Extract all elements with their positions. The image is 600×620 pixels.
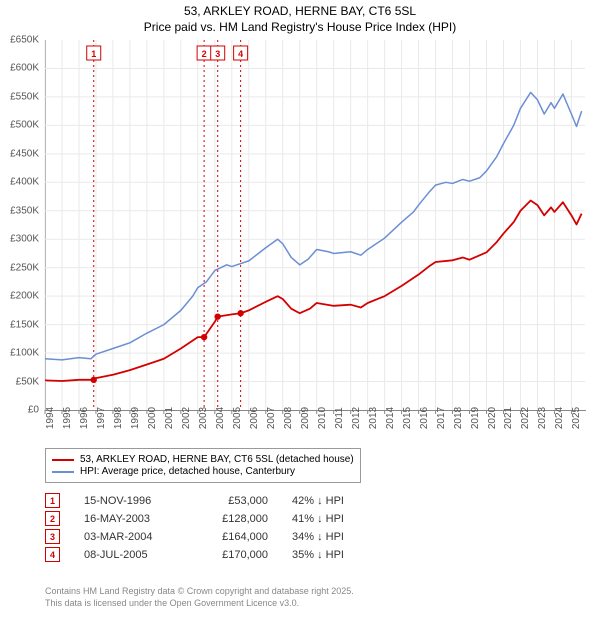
- legend-item: 53, ARKLEY ROAD, HERNE BAY, CT6 5SL (det…: [52, 454, 354, 465]
- event-row: 4 08-JUL-2005 £170,000 35% ↓ HPI: [45, 547, 372, 562]
- x-tick-label: 2016: [419, 407, 430, 429]
- legend-label: 53, ARKLEY ROAD, HERNE BAY, CT6 5SL (det…: [80, 454, 354, 465]
- y-tick-label: £100K: [0, 348, 39, 359]
- x-tick-label: 2005: [232, 407, 243, 429]
- x-tick-label: 2024: [554, 407, 565, 429]
- x-tick-label: 2012: [351, 407, 362, 429]
- footer-line2: This data is licensed under the Open Gov…: [45, 598, 354, 610]
- event-row: 3 03-MAR-2004 £164,000 34% ↓ HPI: [45, 529, 372, 544]
- x-tick-label: 2020: [487, 407, 498, 429]
- event-marker-box: 4: [45, 547, 60, 562]
- y-tick-label: £350K: [0, 205, 39, 216]
- y-tick-label: £600K: [0, 63, 39, 74]
- x-tick-label: 2021: [503, 407, 514, 429]
- x-tick-label: 2001: [164, 407, 175, 429]
- svg-text:4: 4: [238, 49, 243, 59]
- event-date: 08-JUL-2005: [84, 549, 174, 561]
- event-marker-box: 1: [45, 493, 60, 508]
- y-tick-label: £150K: [0, 319, 39, 330]
- x-tick-label: 2000: [147, 407, 158, 429]
- footer-attribution: Contains HM Land Registry data © Crown c…: [45, 586, 354, 609]
- x-tick-label: 2010: [317, 407, 328, 429]
- x-tick-label: 1996: [79, 407, 90, 429]
- x-tick-label: 1995: [62, 407, 73, 429]
- x-tick-label: 1997: [96, 407, 107, 429]
- events-table: 1 15-NOV-1996 £53,000 42% ↓ HPI 2 16-MAY-2003…: [45, 490, 372, 565]
- event-price: £53,000: [198, 495, 268, 507]
- x-tick-label: 1998: [113, 407, 124, 429]
- event-date: 15-NOV-1996: [84, 495, 174, 507]
- y-tick-label: £550K: [0, 91, 39, 102]
- event-pct: 34% ↓ HPI: [292, 531, 372, 543]
- x-tick-label: 2007: [266, 407, 277, 429]
- event-price: £164,000: [198, 531, 268, 543]
- x-tick-label: 2003: [198, 407, 209, 429]
- x-tick-label: 1994: [45, 407, 56, 429]
- svg-text:1: 1: [91, 49, 96, 59]
- chart-page: { "title": { "address": "53, ARKLEY ROAD…: [0, 0, 600, 620]
- x-tick-label: 2019: [470, 407, 481, 429]
- x-tick-label: 2023: [537, 407, 548, 429]
- x-tick-label: 2015: [402, 407, 413, 429]
- y-tick-label: £50K: [0, 376, 39, 387]
- y-tick-label: £500K: [0, 120, 39, 131]
- legend-item: HPI: Average price, detached house, Cant…: [52, 466, 354, 477]
- x-tick-label: 2011: [334, 407, 345, 429]
- legend-swatch: [52, 471, 74, 473]
- legend: 53, ARKLEY ROAD, HERNE BAY, CT6 5SL (det…: [45, 448, 361, 483]
- x-tick-label: 2013: [368, 407, 379, 429]
- x-tick-label: 2009: [300, 407, 311, 429]
- event-pct: 41% ↓ HPI: [292, 513, 372, 525]
- event-row: 2 16-MAY-2003 £128,000 41% ↓ HPI: [45, 511, 372, 526]
- y-tick-label: £250K: [0, 262, 39, 273]
- event-date: 16-MAY-2003: [84, 513, 174, 525]
- svg-text:3: 3: [215, 49, 220, 59]
- svg-text:2: 2: [202, 49, 207, 59]
- event-pct: 42% ↓ HPI: [292, 495, 372, 507]
- x-tick-label: 1999: [130, 407, 141, 429]
- x-tick-label: 2017: [436, 407, 447, 429]
- event-marker-box: 3: [45, 529, 60, 544]
- event-pct: 35% ↓ HPI: [292, 549, 372, 561]
- x-tick-label: 2022: [520, 407, 531, 429]
- x-tick-label: 2006: [249, 407, 260, 429]
- x-tick-label: 2004: [215, 407, 226, 429]
- x-tick-label: 2002: [181, 407, 192, 429]
- footer-line1: Contains HM Land Registry data © Crown c…: [45, 586, 354, 598]
- event-price: £128,000: [198, 513, 268, 525]
- y-tick-label: £300K: [0, 234, 39, 245]
- x-tick-label: 2018: [453, 407, 464, 429]
- y-tick-label: £0: [0, 405, 39, 416]
- x-tick-label: 2014: [385, 407, 396, 429]
- event-row: 1 15-NOV-1996 £53,000 42% ↓ HPI: [45, 493, 372, 508]
- event-price: £170,000: [198, 549, 268, 561]
- legend-swatch: [52, 459, 74, 461]
- event-marker-box: 2: [45, 511, 60, 526]
- y-tick-label: £650K: [0, 35, 39, 46]
- y-tick-label: £450K: [0, 148, 39, 159]
- x-tick-label: 2025: [571, 407, 582, 429]
- event-date: 03-MAR-2004: [84, 531, 174, 543]
- legend-label: HPI: Average price, detached house, Cant…: [80, 466, 295, 477]
- y-tick-label: £200K: [0, 291, 39, 302]
- x-tick-label: 2008: [283, 407, 294, 429]
- y-tick-label: £400K: [0, 177, 39, 188]
